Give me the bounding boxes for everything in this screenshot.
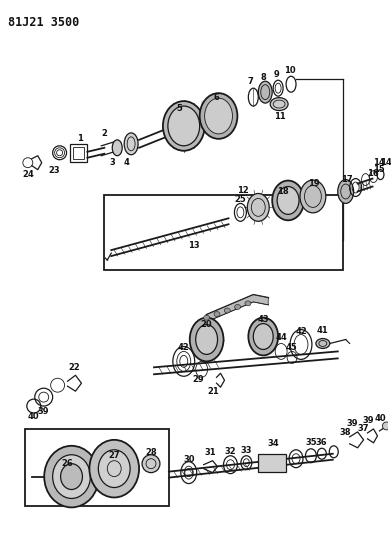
Bar [25, 429, 169, 506]
Text: 3: 3 [109, 158, 115, 167]
Text: 9: 9 [273, 70, 279, 79]
Bar [104, 196, 343, 270]
Text: 32: 32 [225, 447, 236, 456]
Text: 39: 39 [347, 419, 359, 429]
Text: 36: 36 [315, 438, 326, 447]
Text: 13: 13 [188, 240, 199, 249]
Text: 19: 19 [308, 179, 320, 188]
Bar [258, 454, 286, 472]
Text: 24: 24 [22, 170, 34, 179]
Text: 21: 21 [208, 386, 219, 395]
Text: 23: 23 [49, 166, 61, 175]
Ellipse shape [90, 440, 139, 497]
Text: 41: 41 [317, 326, 329, 335]
Text: 40: 40 [375, 415, 386, 424]
Ellipse shape [53, 455, 90, 498]
Ellipse shape [316, 338, 330, 349]
Text: 33: 33 [240, 446, 252, 455]
Text: 12: 12 [237, 186, 249, 195]
Text: 38: 38 [340, 429, 352, 438]
Ellipse shape [163, 101, 204, 151]
Text: 26: 26 [62, 459, 74, 468]
Text: 29: 29 [193, 375, 204, 384]
Ellipse shape [44, 446, 99, 507]
Ellipse shape [204, 98, 233, 134]
Text: 25: 25 [235, 195, 246, 204]
Text: 8: 8 [260, 73, 266, 82]
Text: 28: 28 [145, 448, 157, 457]
Bar [72, 147, 84, 159]
Ellipse shape [190, 318, 224, 361]
Text: 6: 6 [213, 93, 219, 102]
Ellipse shape [272, 181, 304, 220]
Text: 35: 35 [305, 438, 317, 447]
Text: 11: 11 [274, 111, 286, 120]
Text: 4: 4 [123, 158, 129, 167]
Text: 39: 39 [38, 407, 49, 416]
Text: 5: 5 [176, 103, 182, 112]
Circle shape [382, 422, 390, 430]
Text: 15: 15 [373, 165, 384, 174]
Text: 42: 42 [178, 343, 190, 352]
Ellipse shape [112, 140, 122, 156]
Circle shape [142, 455, 160, 473]
Ellipse shape [338, 180, 353, 204]
Ellipse shape [253, 324, 273, 350]
Ellipse shape [124, 133, 138, 155]
Ellipse shape [300, 180, 326, 213]
Text: 45: 45 [285, 343, 297, 352]
Ellipse shape [277, 187, 299, 214]
Ellipse shape [224, 308, 230, 313]
Text: 14: 14 [373, 158, 384, 167]
Text: 1: 1 [77, 134, 83, 143]
Text: 43: 43 [257, 315, 269, 324]
Text: 40: 40 [28, 413, 39, 422]
Text: 37: 37 [358, 424, 369, 433]
Text: 10: 10 [284, 66, 296, 75]
Ellipse shape [248, 318, 278, 356]
Text: 18: 18 [277, 187, 289, 196]
Text: 39: 39 [363, 416, 374, 425]
Text: 42: 42 [295, 327, 307, 336]
Text: 30: 30 [183, 455, 194, 464]
Text: 44: 44 [275, 333, 287, 342]
Text: 81J21 3500: 81J21 3500 [8, 15, 79, 29]
Text: 16: 16 [367, 169, 378, 178]
Ellipse shape [245, 301, 251, 306]
Ellipse shape [258, 81, 272, 103]
Text: 22: 22 [69, 363, 81, 372]
Text: 2: 2 [101, 130, 107, 139]
Text: 14: 14 [380, 158, 391, 167]
Text: 34: 34 [267, 439, 279, 448]
Ellipse shape [200, 93, 237, 139]
Text: 17: 17 [341, 175, 353, 184]
Text: 31: 31 [205, 448, 216, 457]
Ellipse shape [270, 98, 288, 110]
Ellipse shape [99, 450, 130, 488]
Polygon shape [206, 295, 268, 321]
Ellipse shape [168, 106, 200, 146]
Ellipse shape [61, 464, 83, 489]
Ellipse shape [235, 304, 240, 310]
Ellipse shape [248, 193, 269, 221]
Text: 27: 27 [108, 451, 120, 460]
Ellipse shape [204, 315, 210, 320]
Ellipse shape [214, 312, 220, 317]
Text: 20: 20 [201, 320, 212, 329]
Text: 7: 7 [248, 77, 253, 86]
Bar [70, 144, 88, 161]
Ellipse shape [196, 325, 217, 354]
